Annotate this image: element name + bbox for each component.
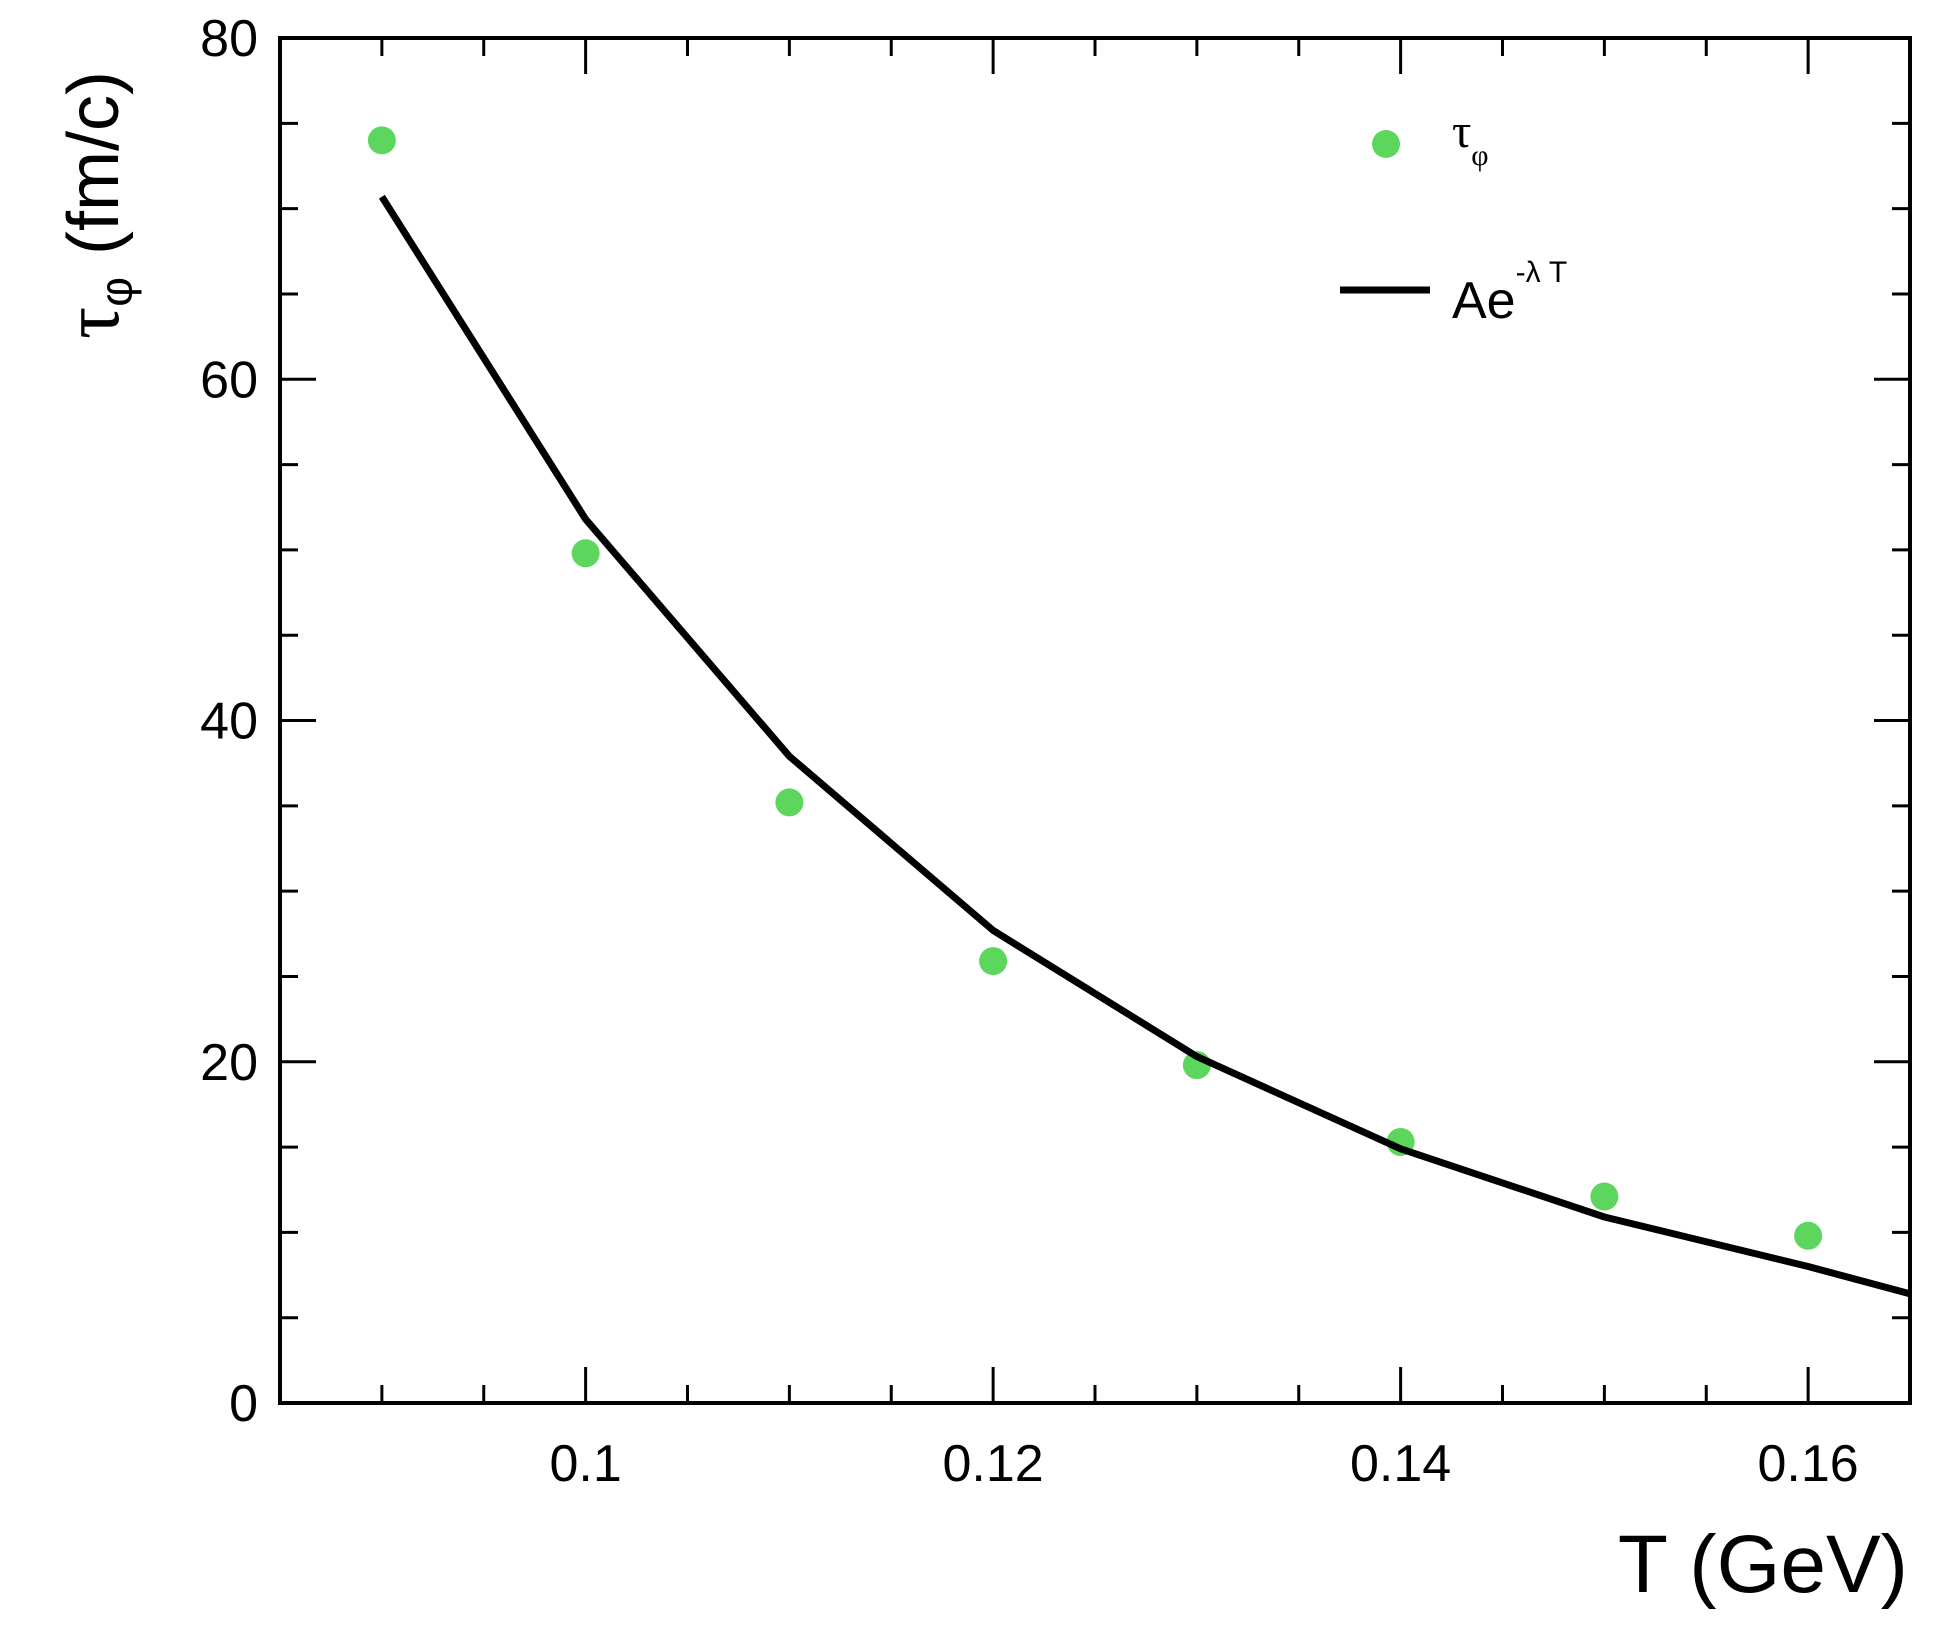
plot-frame xyxy=(278,36,1912,1405)
legend-label-line: Ae-λ T xyxy=(1452,256,1567,330)
legend-scatter-subscript: φ xyxy=(1471,139,1488,172)
y-tick-label: 60 xyxy=(200,351,258,409)
y-tick-label: 80 xyxy=(200,10,258,68)
legend-label-scatter: τφ xyxy=(1452,105,1489,172)
data-point xyxy=(571,539,600,568)
y-tick-label: 20 xyxy=(200,1034,258,1092)
x-tick-label: 0.1 xyxy=(549,1435,621,1493)
data-point xyxy=(1590,1182,1619,1211)
data-point xyxy=(979,947,1008,976)
legend-line-base: Ae xyxy=(1452,272,1516,330)
x-tick-label: 0.12 xyxy=(943,1435,1044,1493)
legend-line-exponent: -λ T xyxy=(1516,256,1568,289)
data-point xyxy=(775,788,804,817)
x-tick-label: 0.14 xyxy=(1350,1435,1451,1493)
data-point xyxy=(367,126,396,155)
axes: 0.1 0.12 0.14 0.16 0 20 40 60 80 xyxy=(200,10,1912,1493)
fit-curve xyxy=(378,194,1911,1298)
y-tick-label: 40 xyxy=(200,693,258,751)
y-axis-symbol: τ xyxy=(48,307,136,339)
plot-marks xyxy=(367,126,1911,1298)
legend-marker-scatter xyxy=(1372,130,1400,158)
x-axis-title: T (GeV) xyxy=(1618,1519,1908,1610)
y-axis-unit: (fm/c) xyxy=(54,71,134,255)
y-axis-title: τφ (fm/c) xyxy=(48,71,142,339)
legend: τφ Ae-λ T xyxy=(1340,105,1567,330)
y-tick-label: 0 xyxy=(229,1375,258,1433)
legend-scatter-symbol: τ xyxy=(1452,105,1471,158)
x-tick-label: 0.16 xyxy=(1758,1435,1859,1493)
data-point xyxy=(1794,1221,1823,1250)
y-axis-subscript: φ xyxy=(90,277,142,307)
